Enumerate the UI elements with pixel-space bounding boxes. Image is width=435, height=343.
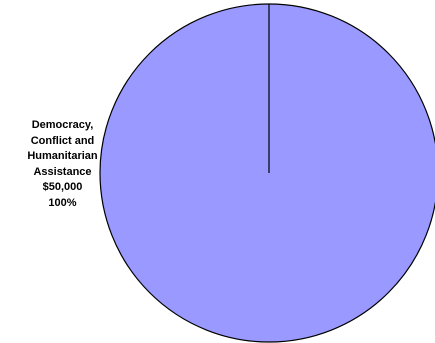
slice-label-line-2: Conflict and bbox=[30, 134, 95, 147]
pie-slice-label: Democracy, Conflict and Humanitarian Ass… bbox=[0, 118, 125, 212]
slice-label-line-1: Democracy, bbox=[31, 119, 94, 131]
slice-value-label: $50,000 bbox=[42, 181, 83, 194]
slice-label-line-4: Assistance bbox=[33, 165, 92, 178]
pie-slice-democracy-conflict-humanitarian-assistance bbox=[99, 3, 435, 343]
slice-label-line-3: Humanitarian bbox=[27, 150, 98, 163]
slice-percent-label: 100% bbox=[48, 196, 77, 209]
